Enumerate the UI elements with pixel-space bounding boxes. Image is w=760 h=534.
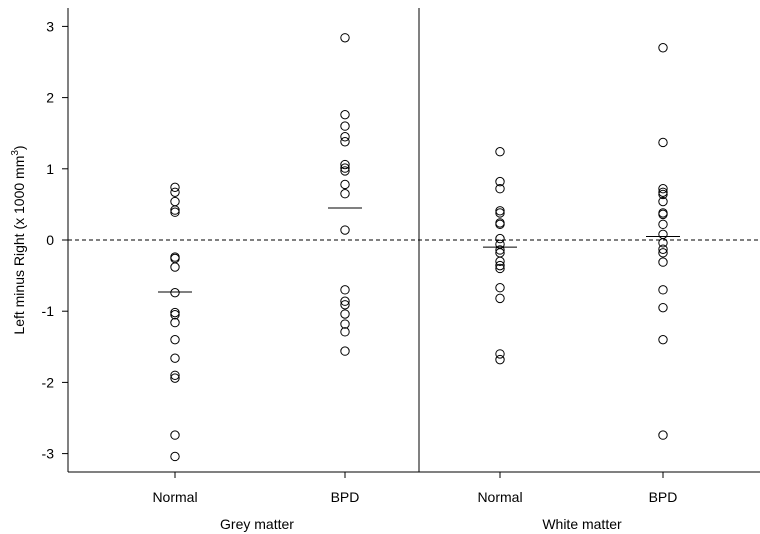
data-point [495,233,505,244]
data-point [495,293,505,304]
x-tick-label: BPD [649,489,678,505]
data-point [658,189,668,200]
data-point [495,354,505,365]
data-point [170,370,180,380]
y-tick-label: 2 [46,90,54,106]
data-points [170,33,668,462]
data-point [658,334,668,345]
data-point [340,309,350,319]
data-point [340,132,350,142]
data-point [340,346,350,356]
data-point [170,373,180,383]
data-point [658,196,668,207]
data-point [495,219,505,230]
data-point [495,260,505,271]
data-point [658,248,668,258]
data-point [658,219,668,230]
data-point [340,121,350,131]
data-point [340,33,350,43]
y-axis-label-superscript: 3 [10,150,21,156]
group-label: White matter [542,516,622,532]
y-tick-label: -2 [42,374,55,390]
data-point [495,349,505,359]
y-tick-label: -3 [42,446,55,462]
data-point [170,287,180,298]
data-point [170,182,180,193]
data-point [658,257,668,267]
data-point [340,137,350,147]
data-point [495,206,505,216]
data-point [170,187,180,197]
data-point [340,163,350,173]
data-point [495,263,505,274]
data-point [658,209,668,220]
data-point [495,184,505,194]
group-label: Grey matter [220,516,294,532]
data-point [170,310,180,320]
data-point [340,159,350,170]
data-point [495,147,505,157]
data-point [170,307,180,318]
data-point [170,205,180,215]
data-point [658,302,668,313]
data-point [495,283,505,293]
data-point [340,225,350,235]
y-axis: 3 2 1 0 -1 -2 -3 [42,18,68,462]
y-tick-label: -1 [42,303,55,319]
data-point [658,229,668,240]
data-point [495,256,505,267]
data-point [658,137,668,148]
x-tick-label: Normal [477,489,522,505]
data-point [340,319,350,329]
x-axis: Normal BPD Grey matter Normal BPD White matte… [152,472,677,532]
x-tick-label: Normal [152,489,197,505]
data-point [340,300,350,310]
data-point [170,317,180,328]
data-point [340,296,350,306]
data-point [495,176,505,187]
data-point [170,353,180,363]
data-point [170,430,180,440]
data-point [658,430,668,440]
data-point [170,262,180,272]
data-point [340,285,350,295]
data-point [658,244,668,254]
y-axis-label: Left minus Right (x 1000 mm3) [10,145,27,334]
data-point [658,184,668,194]
x-tick-label: BPD [331,489,360,505]
data-point [658,285,668,295]
data-point [340,179,350,190]
data-point [340,166,350,176]
y-axis-label-close: ) [11,145,27,150]
data-point [495,245,505,255]
data-point [658,238,668,248]
data-point [170,196,180,207]
data-point [170,207,180,217]
data-point [340,327,350,337]
y-tick-label: 1 [46,161,54,177]
y-tick-label: 3 [46,18,54,34]
data-point [340,189,350,199]
data-point [658,187,668,197]
data-point [658,43,668,53]
data-point [495,208,505,218]
data-point [170,334,180,345]
data-point [340,109,350,120]
y-tick-label: 0 [46,232,54,248]
mean-markers [158,207,680,293]
data-point [170,451,180,462]
